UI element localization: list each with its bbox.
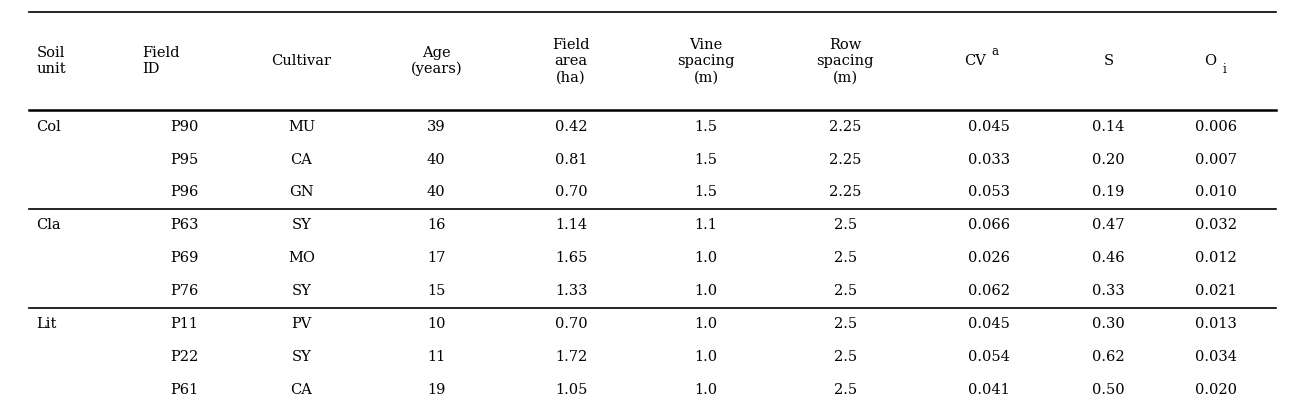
Text: 16: 16 <box>427 219 445 232</box>
Text: 1.65: 1.65 <box>555 251 587 265</box>
Text: 0.010: 0.010 <box>1195 186 1237 199</box>
Text: 0.19: 0.19 <box>1092 186 1125 199</box>
Text: 17: 17 <box>427 251 445 265</box>
Text: 1.72: 1.72 <box>555 350 587 364</box>
Text: 2.25: 2.25 <box>829 120 861 134</box>
Text: 0.062: 0.062 <box>968 284 1010 298</box>
Text: 0.021: 0.021 <box>1195 284 1237 298</box>
Text: Col: Col <box>37 120 61 134</box>
Text: P11: P11 <box>170 317 198 331</box>
Text: 0.026: 0.026 <box>968 251 1010 265</box>
Text: 0.81: 0.81 <box>555 153 587 166</box>
Text: SY: SY <box>291 284 312 298</box>
Text: 19: 19 <box>427 383 445 397</box>
Text: P90: P90 <box>170 120 198 134</box>
Text: 0.007: 0.007 <box>1195 153 1237 166</box>
Text: Field
ID: Field ID <box>142 46 180 76</box>
Text: 1.0: 1.0 <box>694 317 718 331</box>
Text: P96: P96 <box>170 186 198 199</box>
Text: SY: SY <box>291 219 312 232</box>
Text: O: O <box>1205 54 1216 68</box>
Text: 1.33: 1.33 <box>555 284 587 298</box>
Text: 1.5: 1.5 <box>694 120 718 134</box>
Text: 40: 40 <box>427 153 445 166</box>
Text: Cultivar: Cultivar <box>271 54 331 68</box>
Text: 0.42: 0.42 <box>555 120 587 134</box>
Text: 2.25: 2.25 <box>829 153 861 166</box>
Text: 0.020: 0.020 <box>1195 383 1237 397</box>
Text: 0.013: 0.013 <box>1195 317 1237 331</box>
Text: 0.033: 0.033 <box>968 153 1010 166</box>
Text: S: S <box>1103 54 1113 68</box>
Text: CV: CV <box>963 54 985 68</box>
Text: 0.045: 0.045 <box>968 317 1010 331</box>
Text: MU: MU <box>288 120 315 134</box>
Text: 15: 15 <box>427 284 445 298</box>
Text: Row
spacing
(m): Row spacing (m) <box>817 38 874 84</box>
Text: 2.5: 2.5 <box>834 317 857 331</box>
Text: 1.0: 1.0 <box>694 284 718 298</box>
Text: 39: 39 <box>427 120 445 134</box>
Text: 0.30: 0.30 <box>1092 317 1125 331</box>
Text: 2.5: 2.5 <box>834 219 857 232</box>
Text: Vine
spacing
(m): Vine spacing (m) <box>677 38 735 84</box>
Text: 0.034: 0.034 <box>1195 350 1237 364</box>
Text: 0.045: 0.045 <box>968 120 1010 134</box>
Text: 0.70: 0.70 <box>555 186 587 199</box>
Text: 1.5: 1.5 <box>694 153 718 166</box>
Text: CA: CA <box>291 383 312 397</box>
Text: P63: P63 <box>170 219 198 232</box>
Text: 0.33: 0.33 <box>1092 284 1125 298</box>
Text: Cla: Cla <box>37 219 61 232</box>
Text: 2.5: 2.5 <box>834 284 857 298</box>
Text: 1.1: 1.1 <box>694 219 718 232</box>
Text: 0.20: 0.20 <box>1092 153 1125 166</box>
Text: P61: P61 <box>170 383 198 397</box>
Text: 0.041: 0.041 <box>968 383 1010 397</box>
Text: 0.006: 0.006 <box>1195 120 1237 134</box>
Text: 0.012: 0.012 <box>1195 251 1237 265</box>
Text: a: a <box>992 45 998 58</box>
Text: 11: 11 <box>427 350 445 364</box>
Text: 1.0: 1.0 <box>694 350 718 364</box>
Text: SY: SY <box>291 350 312 364</box>
Text: 0.70: 0.70 <box>555 317 587 331</box>
Text: Soil
unit: Soil unit <box>37 46 67 76</box>
Text: 2.5: 2.5 <box>834 350 857 364</box>
Text: PV: PV <box>291 317 312 331</box>
Text: GN: GN <box>290 186 313 199</box>
Text: Age
(years): Age (years) <box>411 46 462 77</box>
Text: 0.46: 0.46 <box>1092 251 1125 265</box>
Text: P76: P76 <box>170 284 198 298</box>
Text: 2.25: 2.25 <box>829 186 861 199</box>
Text: Field
area
(ha): Field area (ha) <box>552 38 590 84</box>
Text: 2.5: 2.5 <box>834 383 857 397</box>
Text: 0.62: 0.62 <box>1092 350 1125 364</box>
Text: 0.50: 0.50 <box>1092 383 1125 397</box>
Text: 0.14: 0.14 <box>1092 120 1125 134</box>
Text: 0.032: 0.032 <box>1195 219 1237 232</box>
Text: CA: CA <box>291 153 312 166</box>
Text: 1.14: 1.14 <box>555 219 587 232</box>
Text: P22: P22 <box>170 350 198 364</box>
Text: 40: 40 <box>427 186 445 199</box>
Text: 0.47: 0.47 <box>1092 219 1125 232</box>
Text: P95: P95 <box>170 153 198 166</box>
Text: 0.066: 0.066 <box>968 219 1010 232</box>
Text: 1.05: 1.05 <box>555 383 587 397</box>
Text: P69: P69 <box>170 251 198 265</box>
Text: 1.0: 1.0 <box>694 251 718 265</box>
Text: 0.054: 0.054 <box>968 350 1010 364</box>
Text: 2.5: 2.5 <box>834 251 857 265</box>
Text: 10: 10 <box>427 317 445 331</box>
Text: 1.5: 1.5 <box>694 186 718 199</box>
Text: MO: MO <box>288 251 315 265</box>
Text: Lit: Lit <box>37 317 57 331</box>
Text: 1.0: 1.0 <box>694 383 718 397</box>
Text: i: i <box>1223 63 1225 76</box>
Text: 0.053: 0.053 <box>968 186 1010 199</box>
